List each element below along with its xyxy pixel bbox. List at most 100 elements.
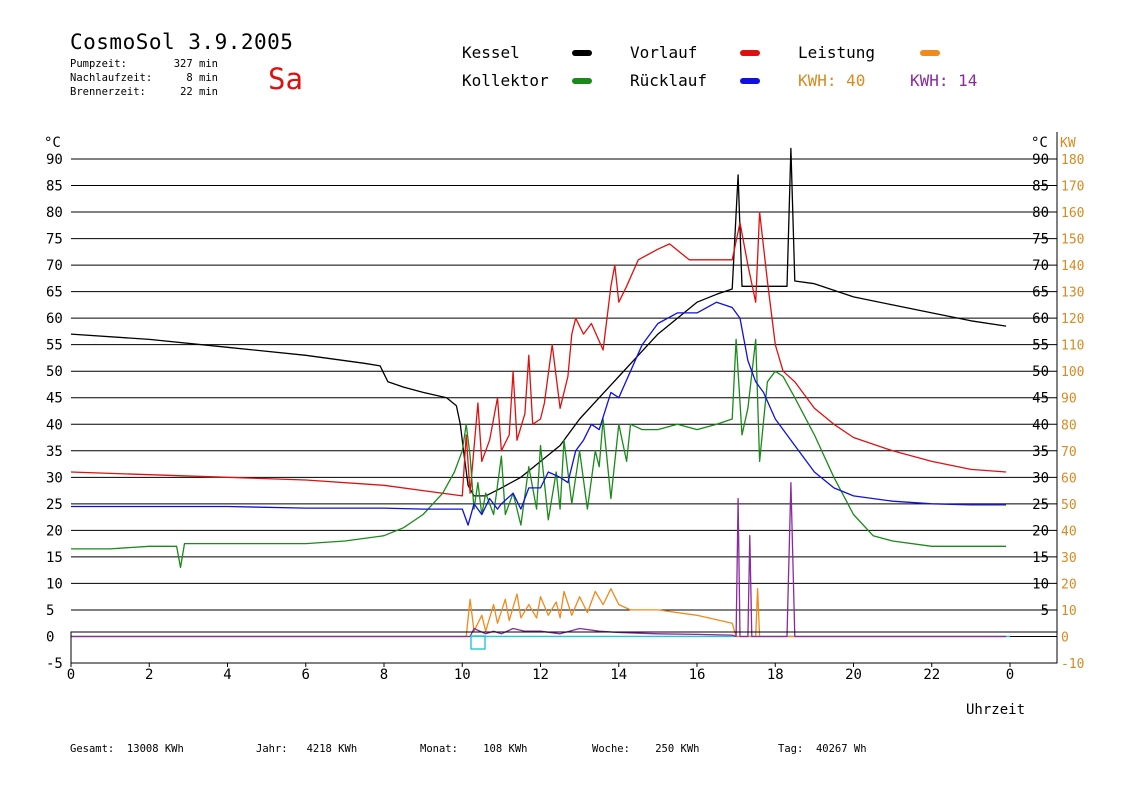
y-tick-right: 55 bbox=[1032, 338, 1049, 354]
y-tick-left: 25 bbox=[46, 497, 63, 513]
y-tick-right: 50 bbox=[1032, 364, 1049, 380]
y-tick-left: 10 bbox=[46, 576, 63, 592]
kwh-orange-value: 40 bbox=[846, 71, 866, 90]
footer-monat-value: 108 KWh bbox=[483, 743, 528, 755]
y-tick-left: 40 bbox=[46, 417, 63, 433]
y-tick-left: 15 bbox=[46, 550, 63, 566]
y-unit-left: °C bbox=[44, 135, 61, 151]
y-tick-kw: 180 bbox=[1061, 153, 1084, 168]
y-tick-left: 80 bbox=[46, 205, 63, 221]
stat-value-brennerzeit: 22 min bbox=[180, 86, 218, 98]
y-tick-right: 45 bbox=[1032, 391, 1049, 407]
kwh-orange-label: KWH: bbox=[798, 71, 837, 90]
y-tick-kw: 110 bbox=[1061, 339, 1084, 354]
footer-tag-value: 40267 Wh bbox=[815, 743, 867, 755]
x-tick: 22 bbox=[923, 667, 940, 683]
x-tick: 18 bbox=[767, 667, 784, 683]
y-tick-left: 20 bbox=[46, 523, 63, 539]
y-tick-right: 70 bbox=[1032, 258, 1049, 274]
y-tick-left: 30 bbox=[46, 470, 63, 486]
x-tick: 0 bbox=[1006, 667, 1014, 683]
legend-swatch-kessel bbox=[572, 50, 592, 56]
kwh-purple-value: 14 bbox=[958, 71, 978, 90]
y-tick-left: 55 bbox=[46, 338, 63, 354]
y-tick-right: 15 bbox=[1032, 550, 1049, 566]
stat-label-brennerzeit: Brennerzeit: bbox=[70, 86, 146, 98]
series-lines bbox=[70, 147, 1010, 638]
series-r-cklauf bbox=[71, 301, 1007, 526]
grid-lines bbox=[71, 158, 1057, 637]
y-tick-kw: 170 bbox=[1061, 180, 1084, 195]
x-tick: 20 bbox=[845, 667, 862, 683]
footer-jahr-label: Jahr: bbox=[256, 743, 288, 755]
y-tick-kw: 150 bbox=[1061, 233, 1084, 248]
legend-label-leistung: Leistung bbox=[798, 43, 876, 62]
legend-kwh-orange: KWH: 40 bbox=[798, 71, 865, 90]
y-tick-kw: -10 bbox=[1061, 657, 1084, 672]
y-tick-left: 5 bbox=[46, 603, 54, 619]
y-tick-left: 70 bbox=[46, 258, 63, 274]
y-tick-kw: 40 bbox=[1061, 524, 1077, 539]
y-tick-right: 25 bbox=[1032, 497, 1049, 513]
y-tick-kw: 60 bbox=[1061, 471, 1077, 486]
y-tick-kw: 140 bbox=[1061, 259, 1084, 274]
kwh-purple-label: KWH: bbox=[910, 71, 949, 90]
stat-value-pumpzeit: 327 min bbox=[173, 58, 218, 70]
y-tick-right: 65 bbox=[1032, 285, 1049, 301]
y-tick-right: 10 bbox=[1032, 576, 1049, 592]
footer-woche-label: Woche: bbox=[592, 743, 630, 755]
footer-woche-value: 250 KWh bbox=[655, 743, 700, 755]
x-tick: 0 bbox=[67, 667, 75, 683]
y-tick-kw: 130 bbox=[1061, 286, 1084, 301]
y-tick-right: 20 bbox=[1032, 523, 1049, 539]
series-kwh-14 bbox=[71, 481, 1007, 638]
x-tick: 2 bbox=[145, 667, 153, 683]
y-tick-kw: 100 bbox=[1061, 365, 1084, 380]
x-tick: 10 bbox=[454, 667, 471, 683]
x-tick: 4 bbox=[223, 667, 231, 683]
y-tick-left: 90 bbox=[46, 152, 63, 168]
legend-swatch-vorlauf bbox=[740, 50, 760, 56]
y-tick-right: 30 bbox=[1032, 470, 1049, 486]
y-tick-kw: 160 bbox=[1061, 206, 1084, 221]
footer-tag-label: Tag: bbox=[778, 743, 804, 755]
weekday-label: Sa bbox=[268, 62, 303, 96]
legend-kwh-purple: KWH: 14 bbox=[910, 71, 977, 90]
y-tick-left: 45 bbox=[46, 391, 63, 407]
stat-label-nachlaufzeit: Nachlaufzeit: bbox=[70, 72, 153, 84]
y-tick-right: 85 bbox=[1032, 179, 1049, 195]
y-tick-kw: 10 bbox=[1061, 604, 1077, 619]
y-tick-right: 5 bbox=[1041, 603, 1049, 619]
footer-jahr-value: 4218 KWh bbox=[306, 743, 358, 755]
y-tick-right: 60 bbox=[1032, 311, 1049, 327]
legend-label-vorlauf: Vorlauf bbox=[630, 43, 698, 62]
series-kessel bbox=[70, 147, 1007, 497]
footer-gesamt: Gesamt: 13008 KWh bbox=[70, 743, 184, 755]
y-tick-left: -5 bbox=[46, 656, 63, 672]
legend-swatch-leistung bbox=[920, 50, 940, 56]
y-tick-right: 35 bbox=[1032, 444, 1049, 460]
y-tick-kw: 20 bbox=[1061, 577, 1077, 592]
y-tick-left: 65 bbox=[46, 285, 63, 301]
legend-swatch-kollektor bbox=[572, 78, 592, 84]
zero-marker-box bbox=[470, 635, 486, 650]
tick-labels: -505101520253035404550556065707580859051… bbox=[46, 152, 1084, 683]
y-tick-left: 85 bbox=[46, 179, 63, 195]
y-tick-left: 35 bbox=[46, 444, 63, 460]
y-tick-kw: 120 bbox=[1061, 312, 1084, 327]
y-tick-left: 0 bbox=[46, 629, 54, 645]
x-tick: 16 bbox=[689, 667, 706, 683]
series-leistung bbox=[71, 588, 1007, 638]
y-tick-kw: 80 bbox=[1061, 418, 1077, 433]
y-unit-kw: KW bbox=[1060, 136, 1076, 151]
stat-value-nachlaufzeit: 8 min bbox=[186, 72, 218, 84]
x-tick: 14 bbox=[610, 667, 627, 683]
y-tick-kw: 50 bbox=[1061, 498, 1077, 513]
legend-label-kollektor: Kollektor bbox=[462, 71, 549, 90]
footer-gesamt-value: 13008 KWh bbox=[126, 743, 184, 755]
footer-jahr: Jahr: 4218 KWh bbox=[256, 743, 357, 755]
series-kollektor bbox=[71, 338, 1007, 569]
footer-monat-label: Monat: bbox=[420, 743, 458, 755]
legend-label-kessel: Kessel bbox=[462, 43, 520, 62]
